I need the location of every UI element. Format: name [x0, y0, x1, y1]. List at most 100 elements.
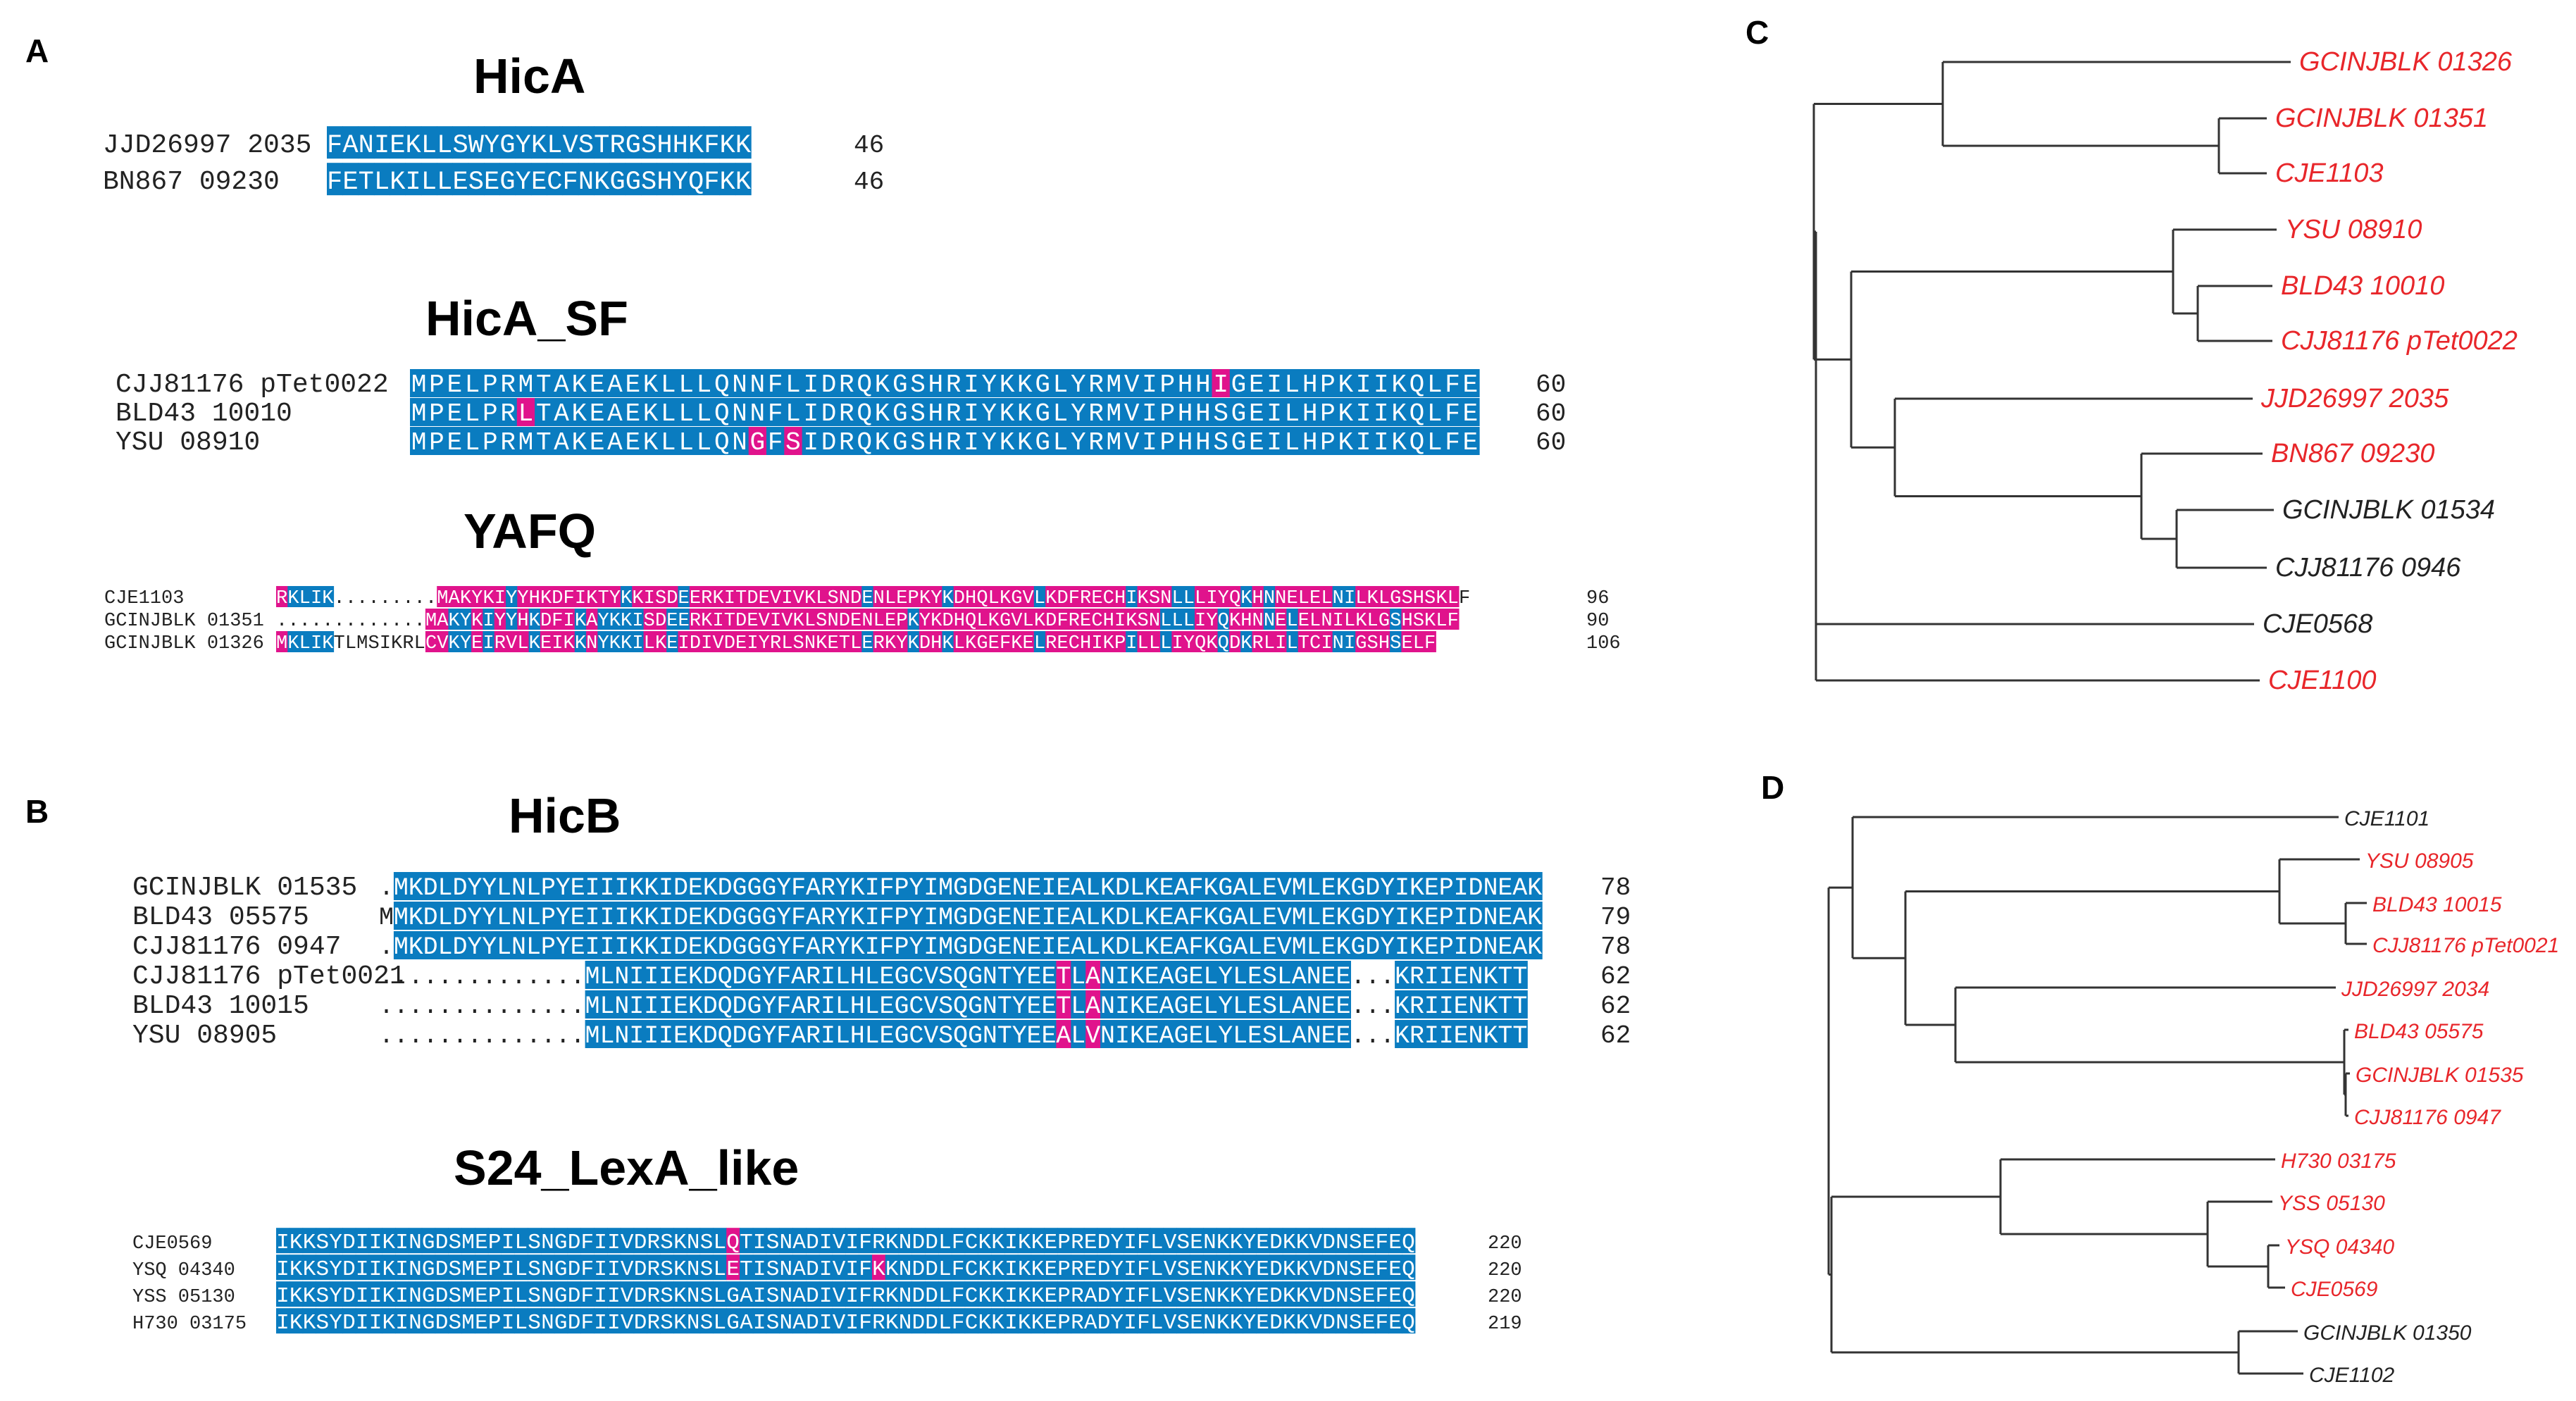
- hica_sf-residue-shade: [428, 398, 447, 426]
- hicb-residue: .: [1350, 1022, 1365, 1050]
- hica_sf-residue: S: [910, 428, 926, 457]
- hica_sf-residue-shade: [445, 427, 464, 455]
- hica_sf-residue-shade: [891, 369, 909, 397]
- tree-c-leaf-label: GCINJBLK 01351: [2275, 104, 2488, 133]
- yafq-residue: R: [402, 633, 413, 654]
- lexa-residue: Y: [1243, 1284, 1256, 1309]
- hica_sf-residue-shade: [1283, 398, 1302, 426]
- yafq-residue: K: [621, 633, 633, 654]
- yafq-residue-shade: [1045, 586, 1057, 607]
- lexa-residue: D: [806, 1231, 819, 1255]
- hica_sf-residue: V: [1124, 371, 1140, 399]
- yafq-residue: R: [690, 611, 701, 632]
- hicb-residue: E: [880, 992, 895, 1021]
- lexa-residue: R: [1071, 1284, 1084, 1309]
- hica_sf-residue: L: [661, 371, 676, 399]
- hicb-residue: L: [865, 963, 880, 991]
- yafq-residue-shade: [838, 586, 851, 607]
- hica-residue: Y: [516, 168, 531, 197]
- hicb-residue: .: [379, 963, 394, 991]
- lexa-residue: Y: [1110, 1284, 1124, 1309]
- lexa-residue: N: [687, 1311, 700, 1335]
- hicb-residue: P: [894, 874, 909, 902]
- hicb-residue: F: [776, 1022, 791, 1050]
- hica_sf-residue: H: [928, 428, 944, 457]
- hicb-residue: M: [585, 963, 600, 991]
- yafq-residue: G: [1011, 588, 1022, 609]
- hicb-title: HicB: [509, 788, 621, 843]
- hica_sf-residue: A: [554, 371, 569, 399]
- hica_sf-residue-shade: [838, 369, 857, 397]
- hica-alignment: JJD26997 2035 46F A N I E K L L S W Y G Y K L V S T R G S H H K F…: [103, 126, 884, 197]
- hica_sf-residue-shade: [1194, 369, 1213, 397]
- hica_sf-residue-shade: [766, 427, 785, 455]
- hica-sf-alignment: CJJ81176 pTet0022 60M P E L P R M T A K E A E K L L L Q N N F…: [116, 369, 1566, 458]
- hicb-residue: G: [733, 904, 747, 932]
- yafq-residue: Y: [460, 633, 471, 654]
- hicb-residue: G: [747, 1022, 761, 1050]
- lexa-residue: I: [594, 1231, 607, 1255]
- hicb-residue: Y: [776, 904, 791, 932]
- yafq-residue: H: [1379, 633, 1390, 654]
- hicb-residue: K: [409, 904, 423, 932]
- hica_sf-residue-shade: [1016, 427, 1035, 455]
- yafq-residue-shade: [1286, 586, 1299, 607]
- hicb-residue: P: [541, 933, 556, 961]
- yafq-residue: K: [322, 633, 334, 654]
- hica_sf-residue-shade: [1087, 427, 1106, 455]
- lexa-residue: K: [1031, 1257, 1045, 1282]
- lexa-residue: L: [938, 1231, 952, 1255]
- lexa-residue: K: [1217, 1284, 1230, 1309]
- hicb-residue: N: [1100, 1022, 1115, 1050]
- hicb-residue: A: [1233, 933, 1247, 961]
- hica_sf-residue-shade: [855, 398, 874, 426]
- hica_sf-residue: R: [946, 399, 962, 428]
- yafq-residue-shade: [1424, 586, 1436, 607]
- lexa-residue: P: [1057, 1284, 1071, 1309]
- hicb-residue: D: [1365, 874, 1380, 902]
- hicb-residue: K: [688, 1022, 703, 1050]
- tree-d-leaf-label: CJE1102: [2309, 1364, 2395, 1387]
- hica_sf-residue: G: [892, 399, 908, 428]
- hica_sf-residue: K: [1000, 428, 1015, 457]
- hica_sf-residue-shade: [481, 427, 500, 455]
- hicb-residue: .: [467, 992, 482, 1021]
- yafq-residue-shade: [999, 586, 1012, 607]
- hica_sf-residue-shade: [997, 427, 1016, 455]
- hicb-residue: .: [571, 963, 585, 991]
- hica_sf-residue: Q: [714, 399, 730, 428]
- hicb-residue: .: [571, 992, 585, 1021]
- hicb-residue: K: [1130, 1022, 1145, 1050]
- yafq-residue-shade: [1332, 586, 1345, 607]
- hica_sf-residue: H: [1195, 371, 1211, 399]
- yafq-residue-shade: [528, 586, 541, 607]
- yafq-residue: V: [1023, 588, 1035, 609]
- lexa-residue: D: [1097, 1257, 1111, 1282]
- yafq-residue: S: [655, 588, 666, 609]
- hica_sf-residue-shade: [997, 369, 1016, 397]
- hica_sf-residue: Y: [981, 371, 997, 399]
- lexa-residue: N: [1203, 1284, 1217, 1309]
- hica_sf-residue-shade: [1283, 427, 1302, 455]
- hica_sf-residue: I: [1267, 399, 1282, 428]
- yafq-residue-shade: [1298, 586, 1310, 607]
- hica_sf-residue-shade: [748, 398, 767, 426]
- tree-d-leaf-label: JJD26997 2034: [2341, 978, 2489, 1001]
- lexa-residue: Q: [1402, 1284, 1415, 1309]
- hicb-residue: T: [1512, 1022, 1527, 1050]
- lexa-residue: E: [1388, 1257, 1402, 1282]
- hicb-residue: G: [983, 874, 997, 902]
- hicb-residue: .: [526, 1022, 541, 1050]
- hica_sf-residue: R: [946, 371, 962, 399]
- lexa-residue: S: [528, 1284, 541, 1309]
- yafq-residue: K: [1034, 611, 1046, 632]
- hicb-residue: P: [541, 904, 556, 932]
- hicb-residue: E: [1027, 874, 1042, 902]
- lexa-residue: I: [369, 1311, 382, 1335]
- hica_sf-residue: E: [590, 399, 605, 428]
- yafq-residue: K: [621, 611, 633, 632]
- hica_sf-residue: R: [500, 371, 516, 399]
- hica_sf-residue: L: [465, 399, 480, 428]
- hicb-residue: L: [1085, 933, 1100, 961]
- lexa-residue: I: [1124, 1257, 1137, 1282]
